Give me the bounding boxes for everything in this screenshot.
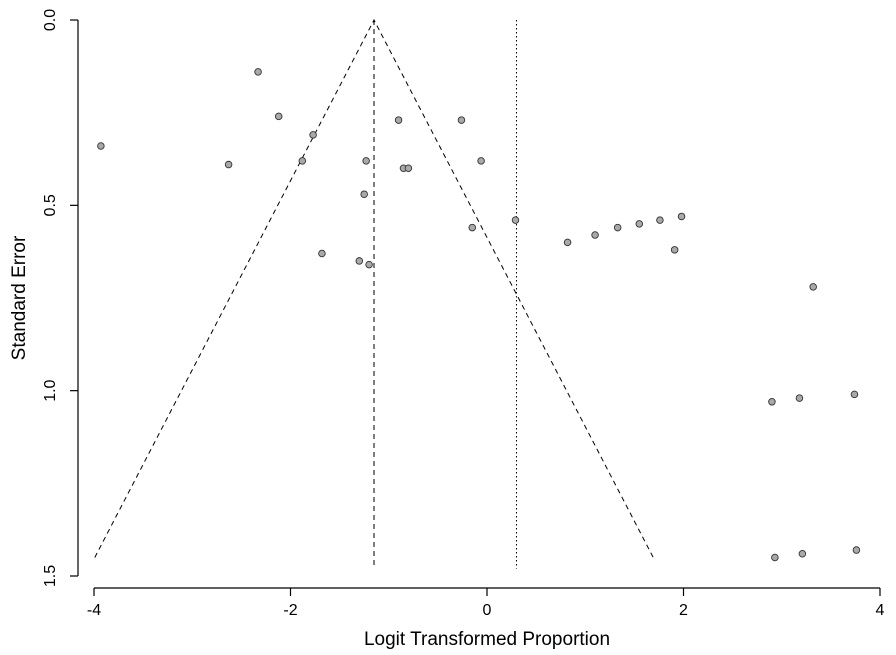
data-point	[298, 157, 307, 165]
data-point	[477, 157, 485, 165]
x-axis: -4 -2 0 2 4	[87, 587, 885, 619]
x-axis-title: Logit Transformed Proportion	[364, 629, 610, 650]
y-tick-label: 1.0	[42, 379, 59, 401]
data-point	[274, 112, 283, 121]
data-point	[318, 249, 326, 258]
data-point	[768, 398, 776, 406]
data-point	[635, 220, 644, 228]
y-tick-label: 0.5	[42, 194, 59, 216]
data-point	[97, 142, 105, 150]
data-point	[224, 160, 233, 169]
data-point	[254, 68, 262, 76]
data-point	[795, 394, 804, 402]
data-point	[852, 546, 861, 554]
x-tick-label: 4	[876, 602, 885, 619]
y-axis-title: Standard Error	[9, 235, 30, 360]
data-point	[677, 212, 686, 221]
x-tick-label: 0	[483, 602, 492, 619]
data-point	[798, 550, 807, 558]
data-point	[809, 283, 817, 291]
data-point	[362, 157, 370, 165]
data-point	[394, 116, 403, 124]
x-tick-label: 2	[679, 602, 688, 619]
data-point	[591, 231, 599, 239]
y-axis: 0.0 0.5 1.0 1.5	[42, 9, 79, 587]
data-point	[457, 116, 466, 124]
y-tick-label: 0.0	[42, 9, 59, 31]
data-point	[360, 190, 368, 198]
data-point	[771, 553, 779, 562]
y-tick-label: 1.5	[42, 565, 59, 587]
data-point	[309, 131, 317, 139]
x-tick-label: -4	[87, 602, 101, 619]
data-point	[613, 223, 622, 232]
data-points	[97, 68, 861, 562]
data-point	[365, 260, 373, 269]
data-point	[511, 216, 520, 224]
data-point	[656, 216, 664, 224]
data-point	[404, 164, 413, 173]
data-point	[355, 257, 364, 265]
data-point	[670, 246, 679, 254]
x-tick-label: -2	[283, 602, 297, 619]
data-point	[563, 238, 572, 247]
reference-lines	[94, 18, 654, 569]
funnel-boundary	[94, 18, 654, 558]
data-point	[468, 223, 477, 232]
data-point	[850, 390, 859, 399]
